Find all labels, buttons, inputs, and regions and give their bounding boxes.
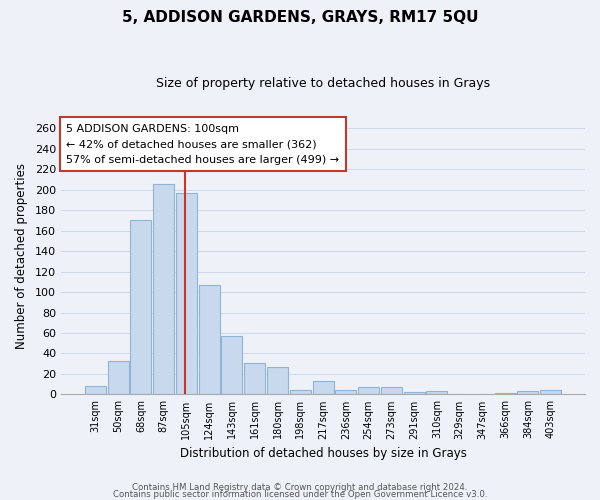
Bar: [153, 184, 174, 394]
Bar: [176, 193, 197, 394]
Title: Size of property relative to detached houses in Grays: Size of property relative to detached ho…: [156, 78, 490, 90]
Bar: [107, 360, 128, 394]
Text: 5 ADDISON GARDENS: 100sqm
← 42% of detached houses are smaller (362)
57% of semi: 5 ADDISON GARDENS: 100sqm ← 42% of detac…: [66, 124, 340, 165]
Bar: [517, 392, 538, 394]
Y-axis label: Number of detached properties: Number of detached properties: [15, 163, 28, 349]
Text: Contains public sector information licensed under the Open Government Licence v3: Contains public sector information licen…: [113, 490, 487, 499]
Bar: [335, 390, 356, 394]
Bar: [427, 392, 448, 394]
Bar: [130, 220, 151, 394]
Bar: [85, 386, 106, 394]
Bar: [267, 367, 288, 394]
Bar: [290, 390, 311, 394]
Text: 5, ADDISON GARDENS, GRAYS, RM17 5QU: 5, ADDISON GARDENS, GRAYS, RM17 5QU: [122, 10, 478, 25]
Bar: [199, 285, 220, 395]
Bar: [540, 390, 561, 394]
Bar: [221, 336, 242, 394]
Bar: [358, 388, 379, 394]
Bar: [404, 392, 425, 394]
Bar: [244, 362, 265, 394]
X-axis label: Distribution of detached houses by size in Grays: Distribution of detached houses by size …: [179, 447, 466, 460]
Bar: [381, 388, 402, 394]
Text: Contains HM Land Registry data © Crown copyright and database right 2024.: Contains HM Land Registry data © Crown c…: [132, 484, 468, 492]
Bar: [313, 381, 334, 394]
